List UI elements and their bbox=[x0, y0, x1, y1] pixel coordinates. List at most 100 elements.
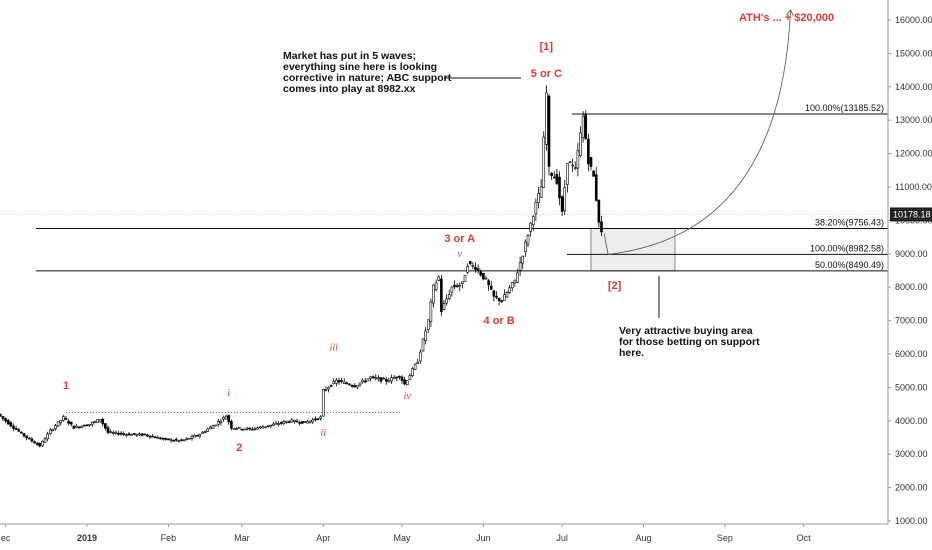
candle bbox=[1, 416, 5, 422]
candle-body bbox=[290, 419, 294, 423]
candle bbox=[264, 426, 267, 429]
candle-body bbox=[156, 437, 160, 439]
candle-body bbox=[256, 427, 259, 430]
wave-note-line: Market has put in 5 waves; bbox=[283, 50, 416, 62]
candle bbox=[516, 268, 519, 284]
candle-body bbox=[77, 426, 81, 429]
projection-arrowhead bbox=[786, 9, 794, 17]
candle-body bbox=[426, 319, 430, 330]
candle bbox=[408, 373, 412, 381]
wave-note-line: comes into play at 8982.xx bbox=[283, 83, 416, 95]
current-price-tag-bg bbox=[890, 207, 932, 222]
candle-body bbox=[308, 420, 312, 423]
candle-body bbox=[513, 279, 517, 284]
candle-body bbox=[442, 303, 446, 310]
fib-level-label: 100.00%(8982.58) bbox=[810, 243, 884, 253]
candle bbox=[214, 424, 217, 427]
candle-body bbox=[293, 419, 296, 423]
candle-body bbox=[203, 431, 207, 433]
candle bbox=[159, 436, 162, 440]
candle bbox=[426, 319, 430, 334]
candle bbox=[589, 156, 593, 171]
candle bbox=[468, 260, 472, 266]
candle bbox=[592, 170, 595, 177]
candle bbox=[335, 377, 338, 387]
candle-body bbox=[516, 272, 519, 283]
candle-body bbox=[67, 420, 70, 424]
candle bbox=[27, 436, 31, 440]
candle-body bbox=[311, 419, 315, 423]
candle bbox=[445, 294, 448, 306]
candle bbox=[222, 415, 225, 422]
candle bbox=[492, 290, 496, 302]
y-tick-label: 6000.00 bbox=[895, 349, 928, 359]
candle-body bbox=[421, 338, 425, 352]
candle bbox=[432, 284, 435, 308]
candle-body bbox=[350, 385, 354, 387]
candle-body bbox=[6, 420, 10, 425]
candle bbox=[135, 433, 139, 438]
candle-body bbox=[324, 389, 328, 391]
x-tick-label: 2019 bbox=[77, 533, 97, 543]
candle bbox=[503, 289, 506, 301]
candle bbox=[361, 378, 364, 384]
candle bbox=[579, 126, 582, 158]
candle bbox=[563, 179, 567, 216]
y-tick-label: 9000.00 bbox=[895, 249, 928, 259]
candle bbox=[151, 433, 154, 438]
candle bbox=[403, 376, 406, 386]
candle bbox=[148, 435, 152, 439]
candle bbox=[153, 435, 157, 439]
candle bbox=[69, 421, 73, 427]
fib-level-label: 50.00%(8490.49) bbox=[815, 260, 884, 270]
candle bbox=[177, 440, 181, 443]
candle-body bbox=[573, 167, 577, 169]
wave-label: 3 or A bbox=[444, 233, 475, 245]
candle-body bbox=[563, 187, 567, 211]
price-series-layer bbox=[0, 85, 603, 448]
y-tick-label: 15000.00 bbox=[895, 48, 932, 58]
candle bbox=[405, 380, 409, 386]
candle bbox=[38, 442, 42, 448]
candle bbox=[471, 262, 475, 270]
candle-body bbox=[584, 113, 588, 140]
candle bbox=[458, 282, 462, 292]
candle bbox=[529, 222, 532, 237]
candle-body bbox=[169, 439, 173, 441]
candle-body bbox=[579, 132, 582, 156]
candle bbox=[440, 275, 443, 316]
candle bbox=[219, 418, 223, 426]
buy-note-line: for those betting on support bbox=[619, 336, 760, 348]
candle bbox=[584, 110, 588, 140]
candle bbox=[552, 171, 556, 179]
candle-body bbox=[0, 413, 2, 417]
candle-body bbox=[545, 92, 548, 145]
candle bbox=[379, 377, 383, 384]
candle-body bbox=[471, 265, 475, 267]
current-price-tag: 10178.18 bbox=[890, 207, 932, 222]
candle-body bbox=[587, 138, 590, 165]
wave-note-line: everything sine here is looking bbox=[283, 61, 437, 73]
candle bbox=[524, 239, 527, 257]
candle bbox=[513, 279, 517, 287]
candle bbox=[526, 233, 530, 247]
candle-body bbox=[43, 438, 47, 443]
candle-body bbox=[224, 415, 228, 420]
candle bbox=[547, 93, 551, 176]
candle bbox=[209, 425, 212, 430]
horizontal-levels-layer: 100.00%(13185.52) 38.20%(9756.43) 100.00%(… bbox=[0, 103, 888, 413]
y-tick-label: 4000.00 bbox=[895, 416, 928, 426]
candle-body bbox=[287, 421, 291, 424]
candle bbox=[597, 199, 601, 228]
candle-body bbox=[62, 416, 65, 421]
candle bbox=[235, 427, 238, 431]
candle-body bbox=[164, 438, 168, 440]
candle bbox=[0, 413, 2, 417]
candle-body bbox=[419, 351, 422, 362]
candle bbox=[450, 286, 454, 297]
candle bbox=[164, 437, 168, 441]
candle-body bbox=[429, 301, 433, 322]
candle-body bbox=[125, 434, 128, 436]
candle-body bbox=[232, 428, 236, 430]
